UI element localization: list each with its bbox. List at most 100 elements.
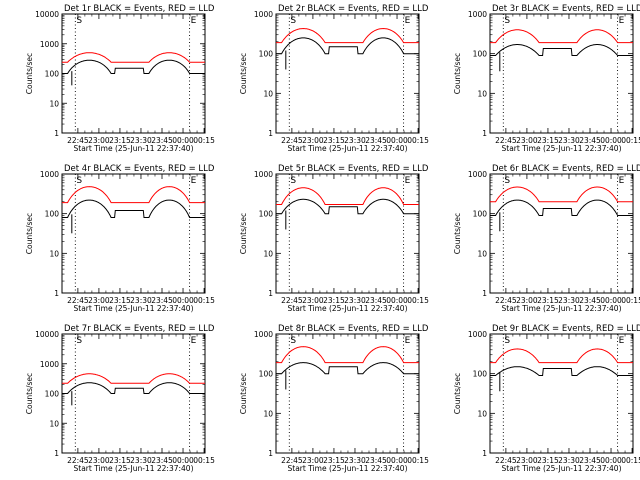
time-marker-label: E [619,176,625,186]
y-tick-label: 10 [263,249,273,258]
lld-series-line [276,346,419,364]
panel-title: Det 4r BLACK = Events, RED = LLD [64,164,215,174]
x-tick-label: 23:30 [558,136,580,145]
time-marker-label: S [76,336,82,346]
lld-series-line [62,186,205,204]
lld-series-line [490,29,633,44]
y-tick-label: 1 [268,289,273,298]
panel-7: Det 7r BLACK = Events, RED = LLD 1 10 100 10… [25,324,215,473]
events-series-line [62,382,205,394]
y-tick-label: 100 [473,50,488,59]
y-axis-label: Counts/sec [453,213,462,254]
y-tick-label: 100 [45,210,60,219]
y-tick-label: 100 [259,210,274,219]
time-marker-label: S [290,176,296,186]
y-axis-label: Counts/sec [25,53,34,94]
x-tick-label: 00:15 [621,136,640,145]
events-series-line [276,362,419,375]
panel-6: Det 6r BLACK = Events, RED = LLD 1 10 100 10… [453,164,640,313]
x-tick-label: 00:15 [193,296,215,305]
x-tick-label: 00:00 [172,456,194,465]
y-axis-label: Counts/sec [453,53,462,94]
panel-title: Det 6r BLACK = Events, RED = LLD [492,164,640,174]
x-tick-label: 23:45 [579,136,601,145]
time-marker-label: E [619,336,625,346]
lld-series-line [276,27,419,44]
y-tick-label: 100 [259,50,274,59]
x-tick-label: 00:15 [621,456,640,465]
x-tick-label: 23:00 [88,456,110,465]
x-tick-label: 00:00 [172,136,194,145]
x-tick-label: 23:45 [365,136,387,145]
plot-frame [61,333,206,454]
x-tick-label: 23:30 [558,456,580,465]
x-tick-label: 23:15 [323,296,345,305]
y-tick-label: 1 [54,289,59,298]
time-marker-label: E [191,176,197,186]
events-series-line [490,366,633,376]
y-tick-label: 100 [473,210,488,219]
x-tick-label: 22:45 [495,296,517,305]
panel-2: Det 2r BLACK = Events, RED = LLD 1 10 100 10… [239,4,429,153]
events-series-line [276,198,419,215]
y-tick-label: 10 [477,409,487,418]
x-tick-label: 00:15 [621,296,640,305]
x-tick-label: 23:30 [344,456,366,465]
x-tick-label: 23:00 [302,296,324,305]
lld-series-line [276,187,419,205]
x-tick-label: 23:15 [109,136,131,145]
x-axis-label: Start Time (25-Jun-11 22:37:40) [288,304,408,313]
plot-frame [489,173,634,294]
x-tick-label: 23:30 [130,296,152,305]
y-tick-label: 100 [473,370,488,379]
time-marker-label: E [405,176,411,186]
x-tick-label: 22:45 [281,296,303,305]
y-tick-label: 1 [482,289,487,298]
time-marker-label: S [76,176,82,186]
y-tick-label: 1 [268,449,273,458]
x-axis-label: Start Time (25-Jun-11 22:37:40) [288,144,408,153]
y-axis-label: Counts/sec [25,213,34,254]
x-axis-label: Start Time (25-Jun-11 22:37:40) [74,304,194,313]
y-tick-label: 1 [54,449,59,458]
panel-4: Det 4r BLACK = Events, RED = LLD 1 10 100 10… [25,164,215,313]
plot-frame [489,333,634,454]
x-tick-label: 22:45 [495,136,517,145]
x-tick-label: 00:15 [407,136,429,145]
x-tick-label: 00:00 [386,136,408,145]
time-marker-label: E [405,336,411,346]
y-tick-label: 10 [263,409,273,418]
plot-frame [61,13,206,134]
x-tick-label: 23:15 [109,296,131,305]
y-tick-label: 1000 [40,40,59,49]
x-tick-label: 00:00 [600,296,622,305]
panel-5: Det 5r BLACK = Events, RED = LLD 1 10 100 10… [239,164,429,313]
x-tick-label: 23:15 [323,136,345,145]
x-tick-label: 23:00 [302,136,324,145]
lld-series-line [490,348,633,364]
x-tick-label: 22:45 [495,456,517,465]
x-tick-label: 00:15 [193,456,215,465]
panel-title: Det 8r BLACK = Events, RED = LLD [278,324,429,334]
events-series-line [490,44,633,56]
y-tick-label: 100 [259,370,274,379]
x-tick-label: 23:30 [130,456,152,465]
x-tick-label: 22:45 [281,456,303,465]
plot-frame [489,13,634,134]
x-axis-label: Start Time (25-Jun-11 22:37:40) [288,464,408,473]
y-tick-label: 10 [263,89,273,98]
panel-title: Det 9r BLACK = Events, RED = LLD [492,324,640,334]
x-tick-label: 23:00 [516,296,538,305]
panel-8: Det 8r BLACK = Events, RED = LLD 1 10 100 10… [239,324,429,473]
y-axis-label: Counts/sec [239,213,248,254]
y-tick-label: 1 [268,129,273,138]
x-tick-label: 22:45 [281,136,303,145]
x-axis-label: Start Time (25-Jun-11 22:37:40) [74,144,194,153]
y-tick-label: 1000 [468,10,487,19]
x-tick-label: 23:15 [537,296,559,305]
x-tick-label: 23:45 [579,296,601,305]
y-tick-label: 1000 [254,170,273,179]
time-marker-label: S [504,16,510,26]
x-tick-label: 00:15 [407,456,429,465]
